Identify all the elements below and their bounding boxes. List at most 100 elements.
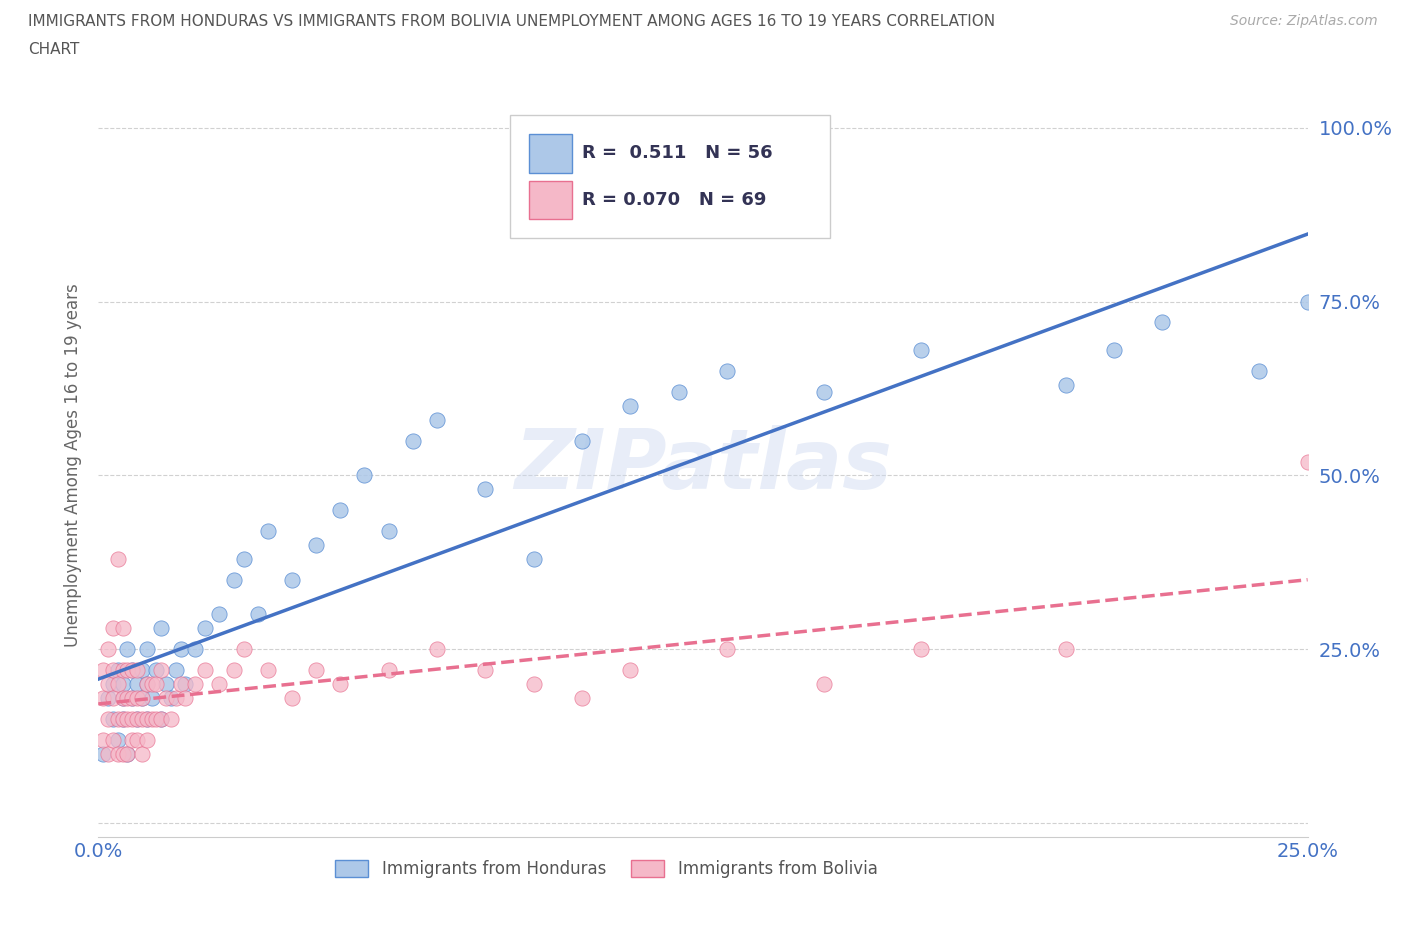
Point (169, 642, 191, 657)
Point (619, 663, 641, 678)
Point (111, 711, 134, 726)
Point (247, 607, 270, 622)
Point (97, 711, 120, 726)
Point (141, 711, 163, 726)
Point (910, 642, 932, 657)
Point (160, 711, 183, 726)
Point (222, 572, 245, 587)
Point (155, 690, 177, 705)
Point (160, 690, 183, 705)
Point (117, 746, 139, 761)
Point (222, 663, 245, 678)
Point (107, 677, 129, 692)
Point (131, 746, 153, 761)
Point (426, 412, 449, 427)
Point (150, 711, 173, 726)
Point (716, 364, 738, 379)
Point (111, 677, 134, 692)
Point (174, 677, 197, 692)
Point (305, 663, 328, 678)
Point (150, 663, 173, 678)
Point (141, 677, 163, 692)
Point (165, 690, 187, 705)
Point (523, 677, 546, 692)
Point (107, 746, 129, 761)
Point (101, 732, 124, 747)
Point (101, 663, 124, 678)
Point (402, 433, 425, 448)
Text: CHART: CHART (28, 42, 80, 57)
Point (571, 433, 593, 448)
Point (232, 551, 254, 566)
Point (716, 642, 738, 657)
Point (127, 663, 149, 678)
Point (131, 663, 153, 678)
Point (111, 690, 134, 705)
Point (232, 642, 254, 657)
Point (165, 663, 187, 678)
Point (121, 732, 143, 747)
Point (194, 663, 217, 678)
Point (377, 524, 399, 538)
Point (135, 732, 157, 747)
Point (117, 663, 139, 678)
Point (523, 551, 546, 566)
Point (107, 732, 129, 747)
Point (155, 677, 177, 692)
Point (131, 690, 153, 705)
Point (117, 642, 139, 657)
Point (117, 746, 139, 761)
Point (619, 398, 641, 413)
Point (111, 746, 134, 761)
Point (107, 663, 129, 678)
Point (1054, 642, 1077, 657)
Point (194, 621, 217, 636)
Point (111, 621, 134, 636)
Point (131, 690, 153, 705)
Point (101, 711, 124, 726)
Point (910, 343, 932, 358)
Point (97, 677, 120, 692)
Point (208, 607, 231, 622)
Point (145, 663, 167, 678)
Point (305, 538, 328, 552)
Point (127, 732, 149, 747)
Point (813, 677, 835, 692)
Text: Source: ZipAtlas.com: Source: ZipAtlas.com (1230, 14, 1378, 28)
Point (174, 690, 197, 705)
Point (107, 711, 129, 726)
Point (91, 746, 114, 761)
Point (121, 711, 143, 726)
Point (121, 663, 143, 678)
Point (145, 677, 167, 692)
Point (127, 711, 149, 726)
FancyBboxPatch shape (529, 134, 572, 173)
Point (127, 677, 149, 692)
Point (1249, 364, 1271, 379)
Text: R = 0.070   N = 69: R = 0.070 N = 69 (582, 192, 766, 209)
Point (135, 677, 157, 692)
Text: ZIPatlas: ZIPatlas (515, 424, 891, 506)
Y-axis label: Unemployment Among Ages 16 to 19 years: Unemployment Among Ages 16 to 19 years (65, 283, 83, 647)
Point (111, 663, 134, 678)
Point (329, 503, 352, 518)
Point (353, 468, 375, 483)
Point (111, 690, 134, 705)
Point (1152, 315, 1174, 330)
Point (135, 711, 157, 726)
Point (1102, 343, 1125, 358)
Point (135, 677, 157, 692)
Point (184, 677, 207, 692)
Point (135, 711, 157, 726)
Point (101, 690, 124, 705)
Point (281, 690, 304, 705)
Point (1296, 454, 1319, 469)
Point (135, 642, 157, 657)
Point (474, 663, 496, 678)
Point (101, 677, 124, 692)
Point (169, 677, 191, 692)
Point (141, 690, 163, 705)
FancyBboxPatch shape (529, 180, 572, 219)
Point (184, 642, 207, 657)
Point (150, 711, 173, 726)
